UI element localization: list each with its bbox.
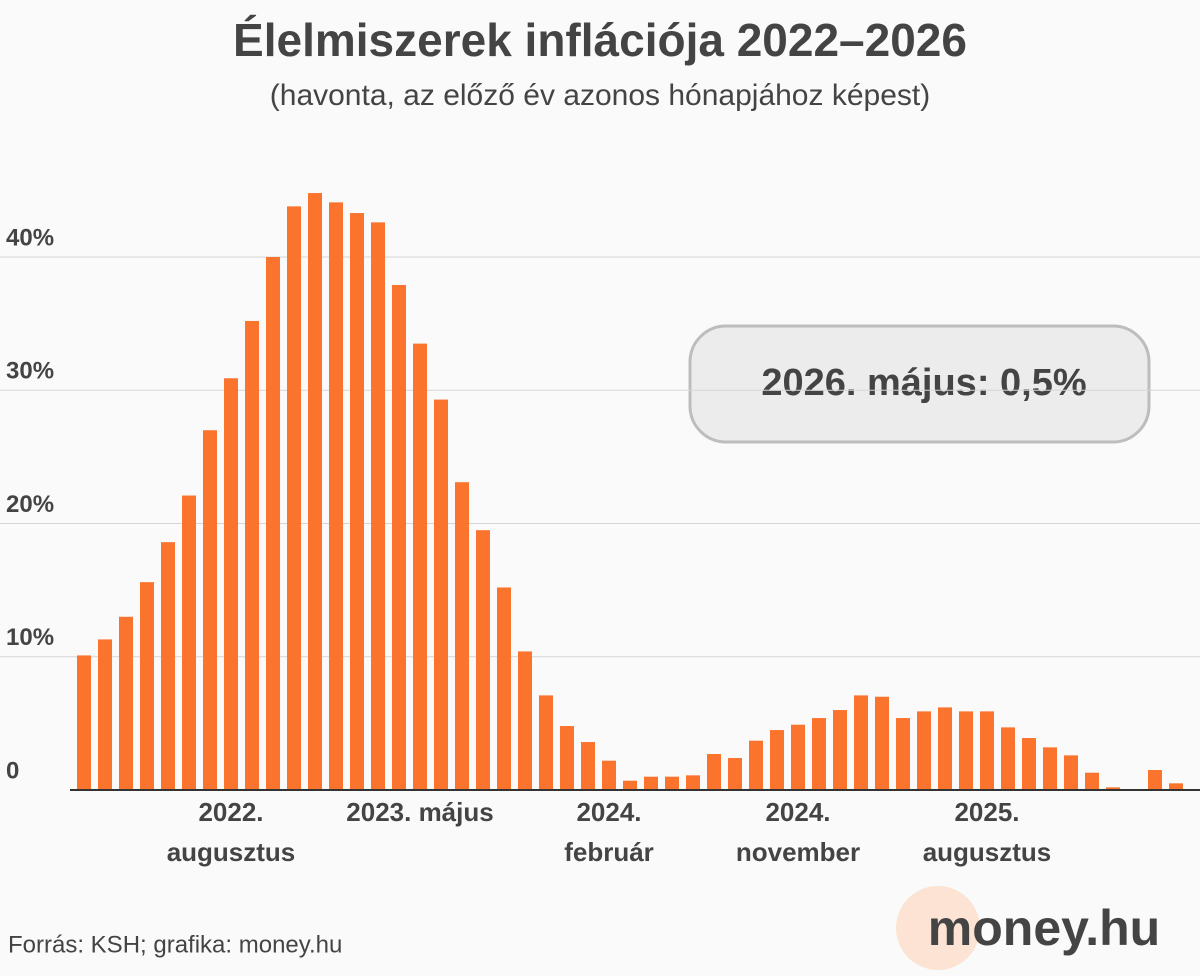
bar	[917, 711, 931, 790]
bar	[287, 206, 301, 791]
bar	[1043, 747, 1057, 790]
bar	[518, 651, 532, 790]
bar	[161, 542, 175, 790]
bar	[392, 284, 406, 790]
bar	[98, 639, 112, 790]
y-tick-label: 20%	[6, 491, 54, 518]
bar	[560, 726, 574, 790]
y-tick-label: 30%	[6, 358, 54, 385]
bar	[896, 718, 910, 790]
bar	[812, 718, 826, 790]
bar	[329, 202, 343, 790]
bar	[1022, 738, 1036, 790]
bar	[938, 707, 952, 790]
bar	[644, 776, 658, 790]
bar	[707, 754, 721, 790]
bar	[476, 530, 490, 790]
bar	[140, 582, 154, 790]
y-tick-label: 0	[6, 757, 19, 784]
bar	[308, 193, 322, 791]
logo-circle	[896, 886, 980, 970]
bar	[434, 399, 448, 790]
bar	[1106, 787, 1120, 790]
bar	[1064, 755, 1078, 790]
bar	[77, 655, 91, 790]
bar	[371, 222, 385, 791]
x-tick-label: 2025. augusztus	[923, 797, 1052, 867]
bar	[119, 616, 133, 790]
bar	[1085, 772, 1099, 790]
bar	[959, 711, 973, 790]
bar	[455, 482, 469, 790]
bar	[665, 776, 679, 790]
source: Forrás: KSH; grafika: money.hu	[8, 931, 342, 958]
bar	[581, 742, 595, 790]
x-tick-label: 2024. november	[736, 797, 860, 867]
annotation-box	[688, 324, 1151, 444]
bar	[413, 343, 427, 790]
bar	[791, 724, 805, 790]
bar	[854, 695, 868, 790]
bar	[686, 775, 700, 790]
bar	[1001, 727, 1015, 790]
bar	[875, 696, 889, 790]
y-tick-label: 40%	[6, 224, 54, 251]
bar	[203, 430, 217, 790]
bar	[245, 320, 259, 790]
bar	[833, 710, 847, 790]
bar	[770, 730, 784, 790]
x-tick-label: 2023. május	[346, 797, 493, 827]
bar	[602, 760, 616, 790]
bar	[623, 780, 637, 790]
bar	[497, 587, 511, 790]
bar	[266, 257, 280, 790]
bar	[1169, 783, 1183, 790]
chart-subtitle: (havonta, az előző év azonos hónapjához …	[270, 79, 930, 112]
y-tick-label: 10%	[6, 624, 54, 651]
bar	[749, 740, 763, 790]
chart-title: Élelmiszerek inflációja 2022–2026	[233, 14, 967, 66]
bar	[350, 213, 364, 791]
bar	[224, 378, 238, 790]
x-tick-label: 2022. augusztus	[167, 797, 296, 867]
bar	[539, 695, 553, 790]
x-tick-label: 2024. február	[564, 797, 654, 867]
bar	[182, 495, 196, 790]
annotation: 2026. május: 0,5%	[761, 362, 1086, 404]
bar	[1148, 770, 1162, 790]
bar	[980, 711, 994, 790]
logo: money.hu	[928, 900, 1160, 956]
bar	[728, 758, 742, 790]
